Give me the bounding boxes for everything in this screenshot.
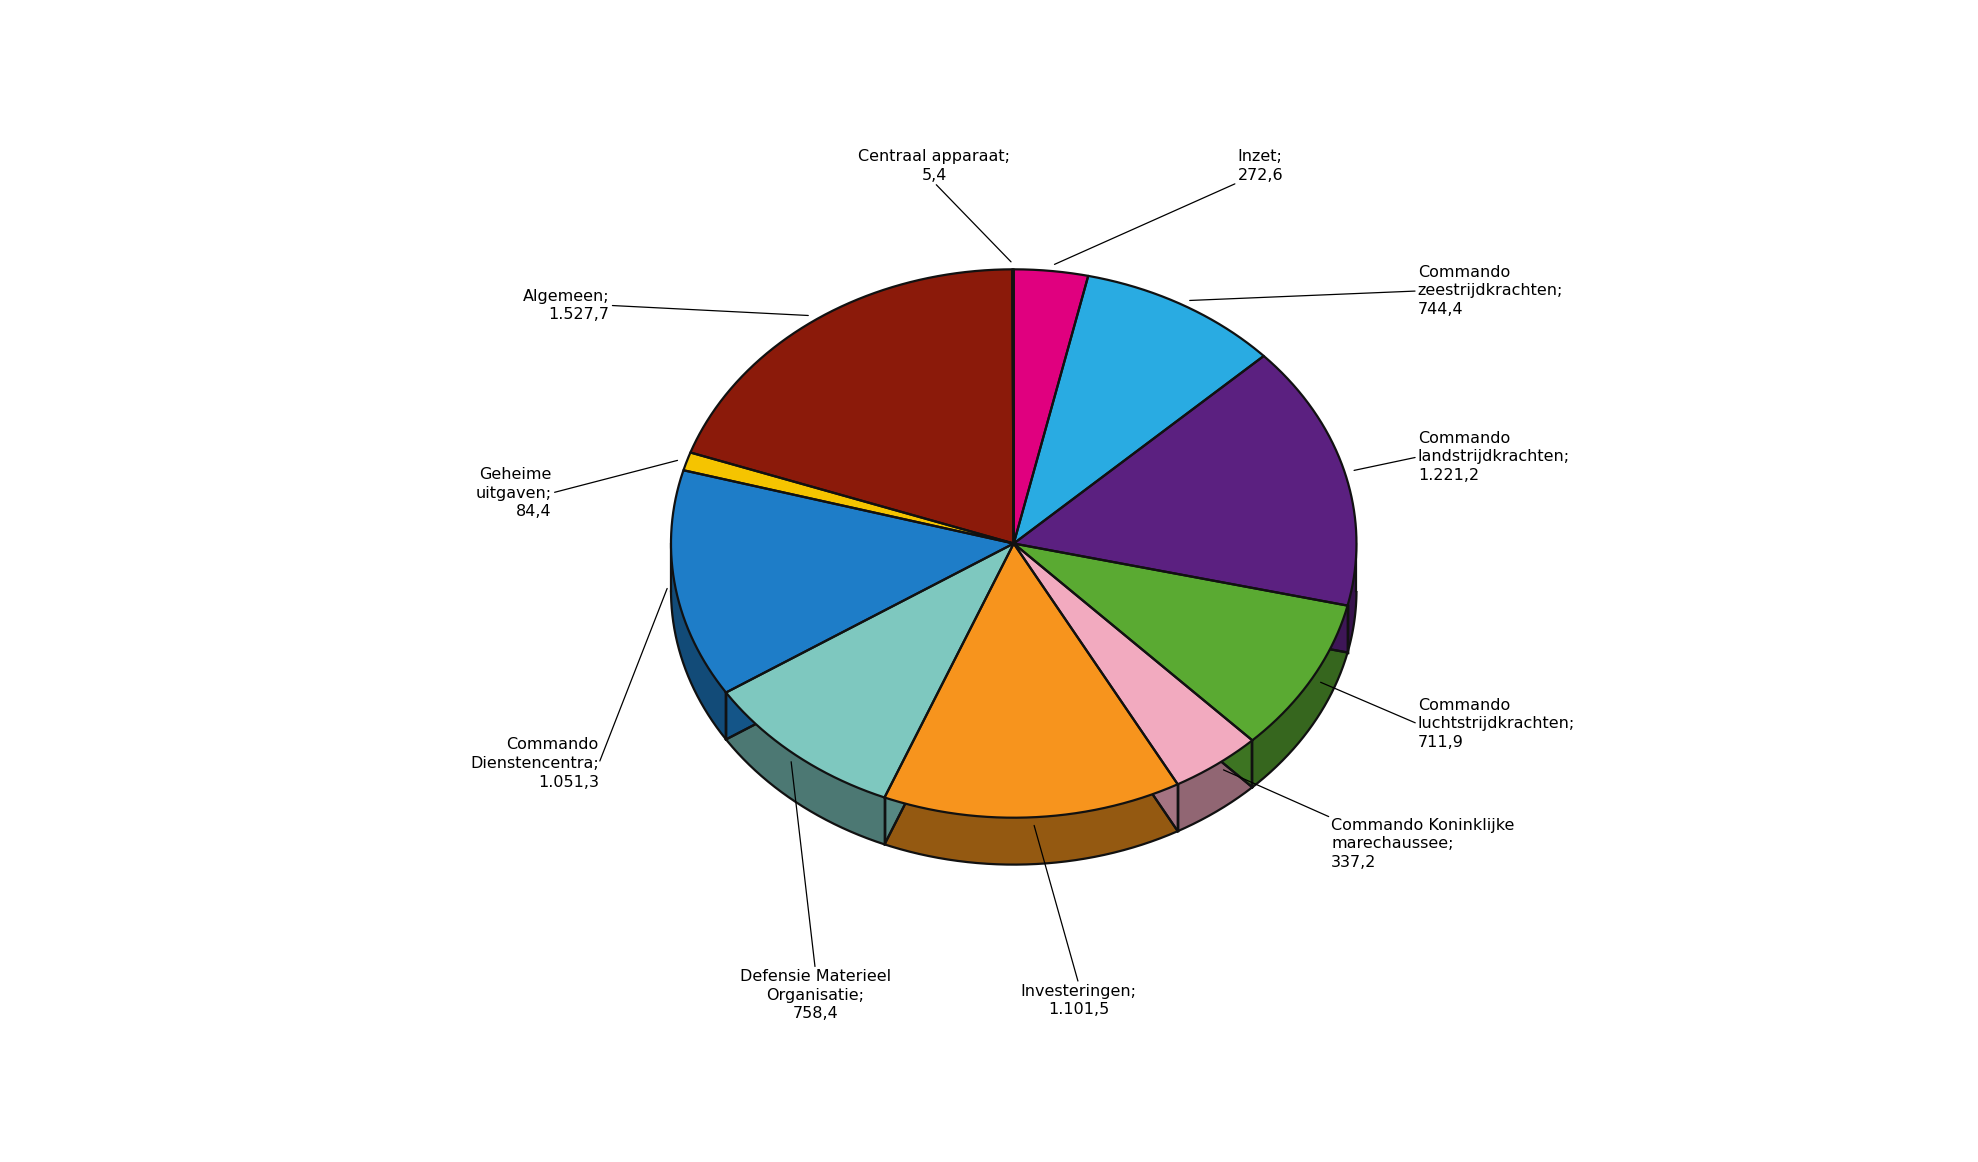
Polygon shape xyxy=(1015,275,1264,544)
Polygon shape xyxy=(1015,544,1347,740)
Text: Defensie Materieel
Organisatie;
758,4: Defensie Materieel Organisatie; 758,4 xyxy=(740,969,890,1021)
Polygon shape xyxy=(726,544,1015,739)
Polygon shape xyxy=(726,693,884,845)
Text: Algemeen;
1.527,7: Algemeen; 1.527,7 xyxy=(522,288,609,322)
Polygon shape xyxy=(1015,544,1347,653)
Polygon shape xyxy=(671,471,1015,693)
Polygon shape xyxy=(1177,740,1252,831)
Polygon shape xyxy=(884,544,1177,818)
Text: Inzet;
272,6: Inzet; 272,6 xyxy=(1238,149,1284,182)
Polygon shape xyxy=(1015,356,1357,605)
Text: Centraal apparaat;
5,4: Centraal apparaat; 5,4 xyxy=(858,149,1011,182)
Text: Commando
luchtstrijdkrachten;
711,9: Commando luchtstrijdkrachten; 711,9 xyxy=(1418,698,1574,749)
Polygon shape xyxy=(1252,605,1347,788)
Polygon shape xyxy=(690,270,1015,544)
Polygon shape xyxy=(1015,544,1347,653)
Text: Investeringen;
1.101,5: Investeringen; 1.101,5 xyxy=(1021,984,1137,1017)
Text: Commando
Dienstencentra;
1.051,3: Commando Dienstencentra; 1.051,3 xyxy=(471,738,599,790)
Polygon shape xyxy=(726,544,1015,739)
Polygon shape xyxy=(726,544,1015,797)
Polygon shape xyxy=(1015,544,1252,788)
Text: Commando
zeestrijdkrachten;
744,4: Commando zeestrijdkrachten; 744,4 xyxy=(1418,265,1563,317)
Polygon shape xyxy=(884,544,1015,845)
Polygon shape xyxy=(884,544,1015,845)
Polygon shape xyxy=(1015,270,1088,544)
Text: Geheime
uitgaven;
84,4: Geheime uitgaven; 84,4 xyxy=(477,467,552,519)
Polygon shape xyxy=(1015,544,1252,784)
Polygon shape xyxy=(671,544,726,739)
Polygon shape xyxy=(1015,544,1177,831)
Polygon shape xyxy=(1015,544,1252,788)
Polygon shape xyxy=(1347,544,1357,653)
Polygon shape xyxy=(1015,544,1177,831)
Text: Commando Koninklijke
marechaussee;
337,2: Commando Koninklijke marechaussee; 337,2 xyxy=(1331,818,1515,870)
Polygon shape xyxy=(684,452,1015,544)
Text: Commando
landstrijdkrachten;
1.221,2: Commando landstrijdkrachten; 1.221,2 xyxy=(1418,431,1571,483)
Polygon shape xyxy=(884,784,1177,865)
